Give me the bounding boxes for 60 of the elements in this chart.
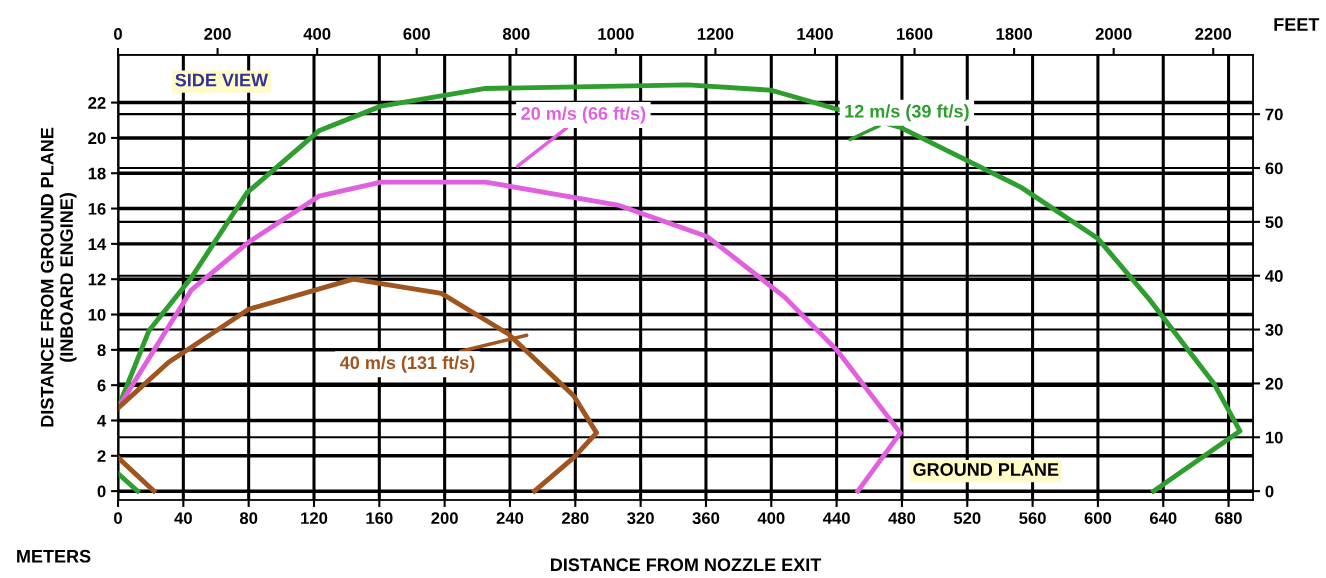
y-axis-title: DISTANCE FROM GROUND PLANE (INBOARD ENGINE): [40, 127, 77, 427]
x-tick-label: 400: [757, 512, 785, 525]
x2-tick-label: 2000: [1095, 28, 1132, 40]
x-tick-label: 280: [561, 512, 589, 525]
x2-tick-label: 1000: [598, 28, 634, 40]
x-tick-label: 560: [1019, 512, 1046, 525]
x-tick-label: 120: [301, 512, 328, 525]
x-tick-label: 0: [114, 512, 122, 525]
x-tick-label: 440: [822, 512, 850, 525]
y2-tick-label: 70: [1265, 108, 1283, 121]
x-tick-label: 360: [692, 512, 720, 525]
y-tick-label: 14: [88, 238, 107, 250]
y-tick-label: 18: [88, 167, 106, 180]
y-tick-label: 20: [88, 132, 106, 145]
line-series: [118, 179, 903, 494]
x2-tick-label: 200: [204, 28, 231, 40]
x2-tick-label: 1800: [996, 28, 1032, 40]
annotation: 40 m/s (131 ft/s): [339, 355, 475, 373]
x-tick-label: 680: [1215, 512, 1242, 525]
x2-tick-label: 1200: [697, 28, 734, 40]
x-tick-label: 640: [1149, 512, 1177, 525]
y-tick-label: 12: [88, 273, 106, 286]
y-tick-label: 2: [97, 450, 106, 462]
x-axis-title: DISTANCE FROM NOZZLE EXIT: [551, 558, 822, 572]
text: FEET: [1274, 18, 1320, 31]
annotation: 20 m/s (66 ft/s): [521, 106, 646, 124]
y2-tick-label: 60: [1265, 162, 1283, 175]
x-tick-label: 160: [366, 512, 393, 525]
y-tick-label: 8: [97, 344, 106, 357]
x-tick-label: 200: [431, 512, 458, 525]
y-tick-label: 10: [88, 308, 106, 321]
x2-tick-label: 1600: [897, 28, 933, 40]
y2-tick-label: 40: [1265, 270, 1283, 282]
y2-tick-label: 0: [1265, 485, 1274, 498]
x2-tick-label: 2200: [1195, 28, 1232, 40]
x2-tick-label: 0: [114, 28, 122, 40]
x-tick-label: 80: [239, 512, 258, 525]
x-tick-label: 320: [627, 512, 654, 525]
x2-tick-label: 600: [403, 28, 430, 40]
annotation: 12 m/s (39 ft/s): [845, 104, 969, 122]
x-tick-label: 40: [174, 512, 192, 525]
y2-tick-label: 20: [1265, 377, 1283, 390]
y-tick-label: 22: [88, 97, 106, 109]
y-tick-label: 4: [97, 415, 107, 427]
annotation: GROUND PLANE: [913, 463, 1059, 476]
x-tick-label: 600: [1084, 512, 1112, 525]
x2-tick-label: 800: [502, 28, 530, 40]
y2-tick-label: 50: [1265, 216, 1283, 229]
x2-tick-label: 1400: [797, 28, 833, 40]
annotation: SIDE VIEW: [175, 73, 269, 87]
y-tick-label: 6: [97, 379, 106, 392]
x-tick-label: 480: [888, 512, 916, 525]
x-tick-label: 240: [496, 512, 524, 525]
x2-tick-label: 400: [303, 28, 331, 40]
y2-tick-label: 10: [1265, 431, 1283, 444]
y-tick-label: 0: [97, 485, 106, 498]
x-tick-label: 520: [953, 512, 981, 525]
y-tick-label: 16: [88, 202, 106, 215]
y2-tick-label: 30: [1265, 323, 1283, 336]
text: METERS: [17, 549, 91, 563]
